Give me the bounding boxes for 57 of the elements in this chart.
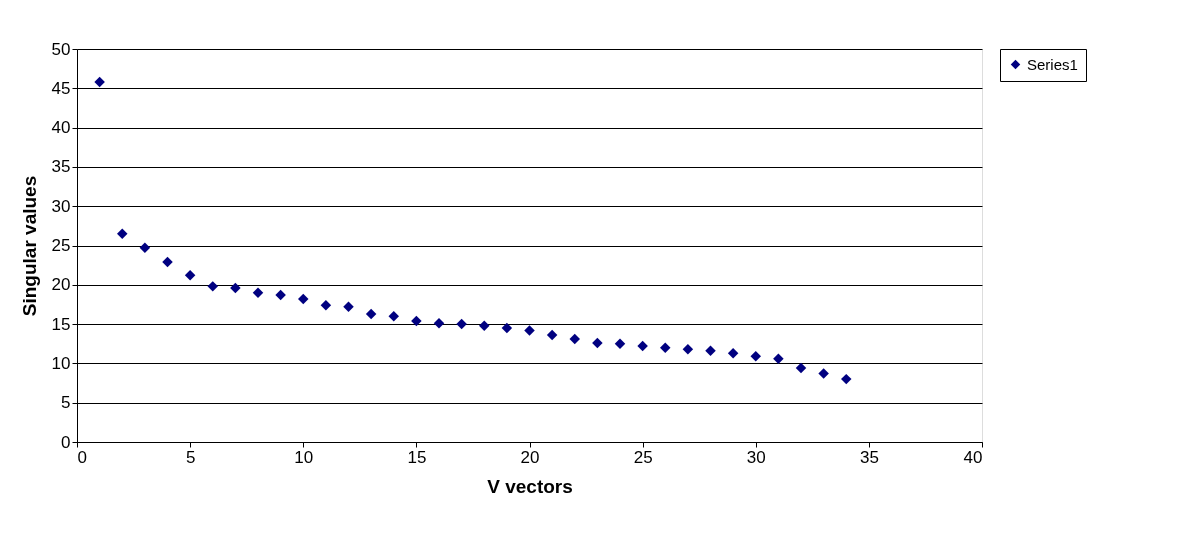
point [117, 228, 128, 239]
point [139, 242, 151, 254]
point [343, 301, 354, 313]
point [184, 270, 196, 281]
y-tick-label: 40 [51, 118, 71, 138]
point [298, 293, 309, 305]
point [637, 340, 648, 352]
y-tick-label: 50 [51, 39, 71, 59]
x-tick-label: 10 [294, 447, 314, 467]
x-tick-label: 15 [407, 447, 427, 467]
point [705, 345, 716, 357]
x-tick-label: 40 [963, 447, 983, 467]
legend-label: Series1 [1027, 55, 1078, 73]
y-tick-label: 0 [61, 432, 71, 452]
point [479, 320, 490, 331]
point [682, 344, 694, 355]
y-tick-label: 20 [51, 275, 71, 295]
point [592, 337, 603, 349]
x-axis-title: V vectors [487, 475, 573, 497]
y-tick-label: 15 [51, 314, 71, 334]
point [614, 338, 626, 349]
y-axis-title: Singular values [18, 175, 40, 317]
point [94, 76, 105, 88]
point [795, 362, 807, 374]
y-tick-label: 5 [61, 393, 71, 413]
x-tick-label: 35 [859, 447, 879, 467]
x-tick-label: 5 [185, 447, 196, 467]
x-tick-label: 0 [77, 447, 87, 467]
point [411, 315, 422, 327]
point [773, 353, 784, 364]
point [727, 347, 739, 359]
y-tick-label: 35 [51, 157, 71, 177]
y-tick-label: 30 [51, 196, 71, 216]
point [320, 299, 332, 311]
x-tick-label: 25 [633, 447, 653, 467]
y-tick-label: 45 [51, 78, 71, 98]
point [252, 287, 264, 298]
point [365, 308, 377, 320]
point [750, 351, 761, 362]
x-tick-label: 30 [746, 447, 766, 467]
point [388, 311, 399, 322]
point [501, 322, 513, 334]
point [569, 333, 580, 345]
point [546, 329, 558, 341]
point [660, 342, 671, 353]
point [207, 281, 218, 292]
y-tick-label: 10 [51, 353, 71, 373]
y-tick-label: 25 [51, 236, 71, 255]
point [818, 368, 829, 379]
point [275, 289, 286, 301]
point [841, 373, 852, 385]
point [230, 282, 241, 294]
point [524, 325, 535, 336]
point [162, 256, 173, 268]
x-tick-label: 20 [520, 447, 540, 467]
point [433, 318, 445, 329]
point [456, 318, 467, 330]
